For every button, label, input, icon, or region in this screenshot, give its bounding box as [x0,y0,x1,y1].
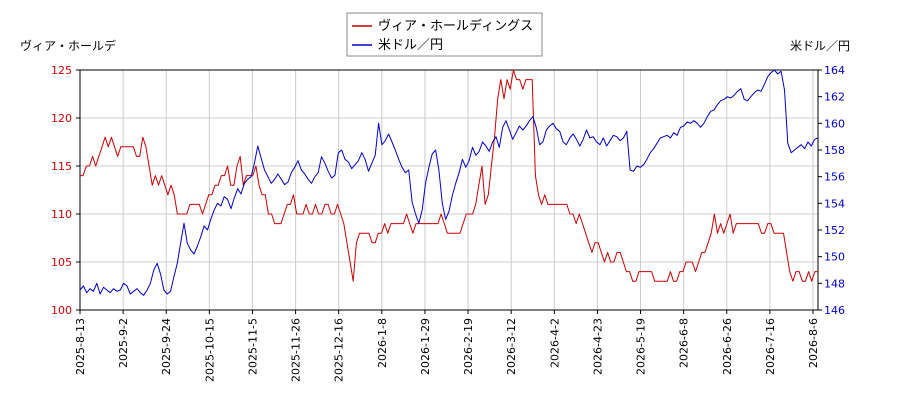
x-tick-label: 2025-8-13 [74,318,87,375]
x-tick-label: 2026-4-2 [548,318,561,368]
x-tick-label: 2026-7-16 [764,318,777,375]
x-tick-label: 2026-2-19 [462,318,475,375]
x-tick-label: 2026-6-8 [678,318,691,368]
right-tick-label: 160 [824,117,845,130]
left-tick-label: 120 [51,112,72,125]
grid-layer [79,69,818,311]
left-tick-label: 125 [51,64,72,77]
x-tick-label: 2026-4-23 [591,318,604,375]
right-axis: 146 148 150 152 154 156 158 160 162 164 [818,64,845,317]
left-tick-label: 110 [51,208,72,221]
plot-frame [79,69,819,311]
x-tick-label: 2026-6-26 [721,318,734,375]
x-tick-label: 2025-10-15 [203,318,216,382]
x-tick-label: 2026-1-8 [376,318,389,368]
legend-label-series-1: ヴィア・ホールディングス [378,18,533,34]
right-tick-label: 148 [824,277,845,290]
left-axis-title: ヴィア・ホールデ [20,38,116,53]
x-tick-label: 2026-1-29 [419,318,432,375]
legend-label-series-2: 米ドル／円 [378,38,443,53]
series-layer [79,69,819,296]
x-tick-label: 2026-5-19 [635,318,648,375]
right-tick-label: 152 [824,224,845,237]
right-tick-label: 158 [824,144,845,157]
right-tick-label: 146 [824,304,845,317]
left-axis: 100 105 110 115 120 125 [51,64,80,317]
x-tick-label: 2025-9-2 [117,318,130,368]
x-tick-label: 2025-11-5 [246,318,259,375]
x-axis: 2025-8-13 2025-9-2 2025-9-24 2025-10-15 2025… [74,310,820,382]
right-tick-label: 162 [824,91,845,104]
left-tick-label: 105 [51,256,72,269]
left-tick-label: 115 [51,160,72,173]
left-tick-label: 100 [51,304,72,317]
legend: ヴィア・ホールディングス 米ドル／円 [346,12,543,57]
right-tick-label: 154 [824,197,845,210]
x-tick-label: 2026-3-12 [505,318,518,375]
legend-box [346,12,543,57]
right-tick-label: 150 [824,251,845,264]
x-tick-label: 2026-8-6 [807,318,820,368]
x-tick-label: 2025-12-16 [333,318,346,382]
right-tick-label: 156 [824,171,845,184]
right-axis-title: 米ドル／円 [790,39,850,53]
x-tick-label: 2025-9-24 [160,318,173,375]
series-line-2 [79,69,819,296]
right-tick-label: 164 [824,64,845,77]
series-line-1 [80,69,818,282]
x-tick-label: 2025-11-26 [290,318,303,382]
